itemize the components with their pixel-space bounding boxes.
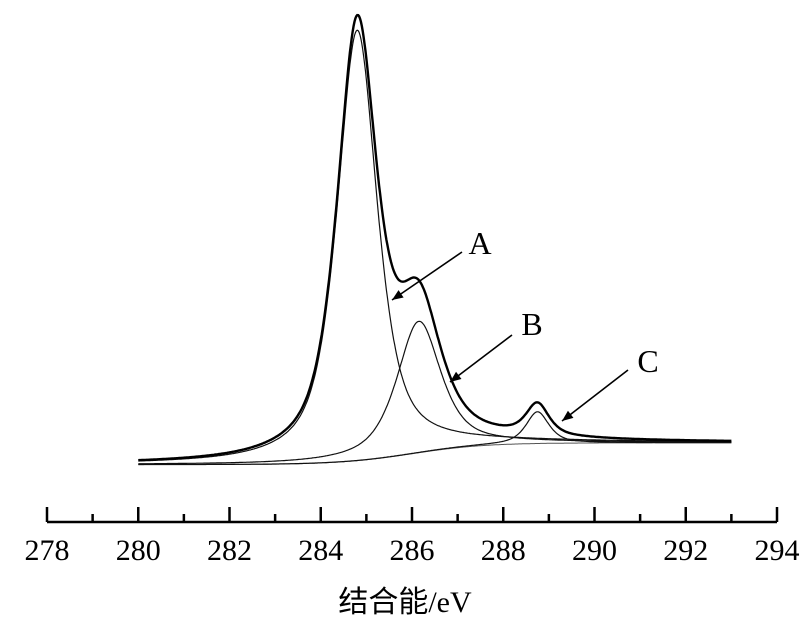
x-tick-label: 288	[481, 534, 526, 567]
x-axis-label: 结合能/eV	[338, 586, 472, 619]
annotation-arrow-b	[449, 334, 513, 383]
annotation-arrow-a	[391, 251, 463, 301]
component-c-line	[138, 411, 732, 466]
annotation-label-c: C	[637, 343, 658, 379]
x-tick-label: 292	[663, 534, 708, 567]
arrowhead-icon	[562, 410, 574, 421]
x-tick-label: 286	[390, 534, 435, 567]
x-tick-label: 280	[116, 534, 161, 567]
arrowhead-icon	[450, 371, 462, 382]
annotations-group: A B C	[391, 225, 659, 422]
x-tick-label: 282	[207, 534, 252, 567]
annotation-label-b: B	[521, 306, 542, 342]
component-b-line	[138, 320, 732, 465]
x-axis: 278 280 282 284 286 288 290 292 294	[25, 507, 800, 567]
annotation-arrow-c	[561, 369, 629, 422]
x-tick-label: 278	[25, 534, 70, 567]
component-a-line	[138, 29, 732, 462]
arrowhead-icon	[392, 290, 404, 300]
annotation-label-a: A	[468, 225, 491, 261]
envelope-line	[138, 13, 732, 462]
x-tick-label: 294	[755, 534, 800, 567]
x-tick-label: 290	[572, 534, 617, 567]
curves-group	[138, 13, 732, 466]
x-tick-label: 284	[298, 534, 343, 567]
